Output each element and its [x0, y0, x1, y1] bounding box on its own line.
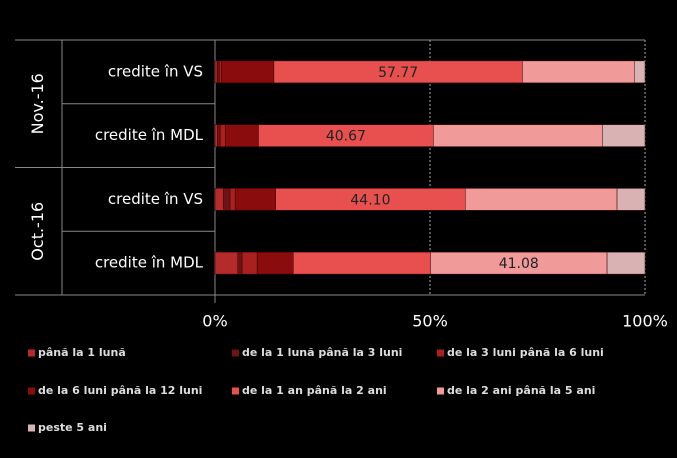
legend-swatch [437, 387, 444, 395]
legend-swatch [28, 349, 35, 357]
bar-segment [465, 188, 618, 211]
legend-swatch [232, 349, 239, 357]
value-label: 57.77 [378, 65, 418, 81]
bar-segment [606, 251, 646, 275]
legend-swatch [28, 387, 35, 395]
bar-segment [214, 251, 239, 275]
legend-swatch [28, 424, 35, 432]
bar-segment [616, 188, 646, 211]
bar-segment [214, 124, 218, 147]
bar-segment [602, 124, 646, 147]
value-label: 41.08 [499, 256, 539, 272]
bar-segment [522, 60, 635, 84]
category-label: credite în VS [108, 62, 203, 80]
bar-segment [237, 251, 243, 275]
legend-label: de la 1 an până la 2 ani [242, 384, 387, 397]
category-label: credite în VS [108, 190, 203, 208]
bar-segment [241, 251, 258, 275]
group-label: Oct.-16 [28, 202, 47, 261]
bar-segment [217, 124, 221, 147]
legend-swatch [437, 349, 444, 357]
value-label: 44.10 [350, 192, 390, 208]
bar-segment [219, 60, 222, 84]
bar-segment [229, 188, 236, 211]
legend-label: de la 1 lună până la 3 luni [242, 346, 402, 359]
x-tick-label: 0% [202, 312, 227, 331]
value-label: 40.67 [326, 129, 366, 145]
legend-label: peste 5 ani [38, 421, 107, 434]
bar-segment [216, 60, 220, 84]
bar-segment [433, 124, 603, 147]
x-tick-label: 50% [412, 312, 448, 331]
category-label: credite în MDL [95, 126, 204, 144]
bar-segment [219, 124, 226, 147]
bar-segment [214, 60, 218, 84]
bar-segment [634, 60, 646, 84]
legend-label: de la 3 luni până la 6 luni [447, 346, 604, 359]
legend-swatch [232, 387, 239, 395]
legend-label: de la 6 luni până la 12 luni [38, 384, 202, 397]
bar-segment [293, 251, 431, 275]
group-label: Nov.-16 [28, 73, 47, 134]
bar-segment [221, 60, 275, 84]
bar-segment [234, 188, 276, 211]
bar-segment [214, 188, 224, 211]
legend-label: de la 2 ani până la 5 ani [447, 384, 595, 397]
bar-segment [256, 251, 294, 275]
category-label: credite în MDL [95, 254, 204, 272]
bar-segment [223, 188, 231, 211]
bar-segment [225, 124, 259, 147]
x-tick-label: 100% [622, 312, 668, 331]
legend-label: până la 1 lună [38, 346, 126, 359]
